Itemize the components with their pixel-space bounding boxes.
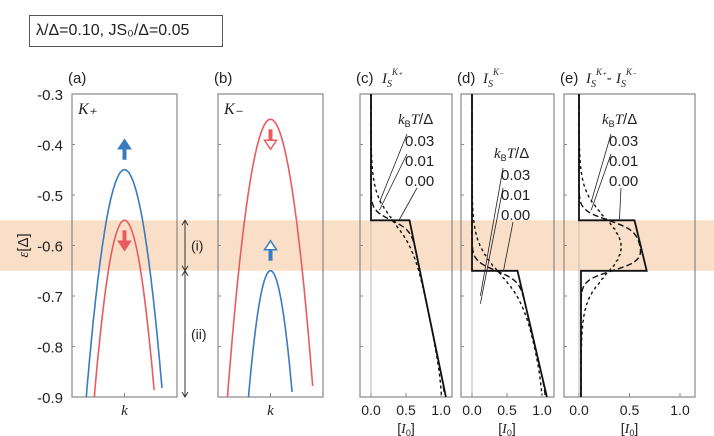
spin-up-arrow-icon [263,239,278,251]
panel-label: (a) [68,70,86,87]
x-tick-label: 1.0 [431,402,451,418]
valley-label: K₊ [77,101,98,118]
band-curve-spin-up [85,169,163,398]
y-tick-label: -0.3 [37,87,63,104]
curve-T-0.01 [471,94,546,396]
x-tick-label: 1.0 [670,402,690,418]
spin-up-arrow-icon [117,138,132,150]
x-tick-label: 1.0 [532,402,552,418]
curve-T-0.01 [370,94,445,396]
legend-leader-line [480,167,504,296]
panel-label: (d) [457,70,475,87]
y-tick-label: -0.6 [37,239,63,256]
panel-label: (b) [214,70,232,87]
region-label: (ii) [191,326,207,342]
region-i-highlight [0,220,714,271]
y-axis-label: ε[Δ] [15,233,32,257]
x-tick-label: 0.5 [620,402,640,418]
x-tick-label: 0.0 [569,402,589,418]
legend-entry: 0.01 [609,153,638,170]
legend-title: kBT/Δ [494,145,529,163]
x-axis-label: [I0] [498,420,515,436]
curve-T-0.01 [578,94,642,395]
legend-title: kBT/Δ [602,111,637,129]
legend-entry: 0.00 [609,173,638,190]
legend-entry: 0.01 [405,153,434,170]
spin-down-arrow-icon [263,139,278,151]
x-axis-label: [I0] [397,420,414,436]
x-axis-label: k [267,403,274,419]
y-tick-label: -0.4 [37,138,63,155]
y-tick-label: -0.7 [37,289,63,306]
x-tick-label: 0.0 [462,402,482,418]
legend-leader-line [379,153,408,211]
spin-down-arrow-icon [117,240,132,252]
legend-leader-line [379,133,408,203]
band-curve-spin-down [93,219,155,398]
legend-entry: 0.01 [501,187,530,204]
legend-leader-line [503,221,514,271]
legend-entry: 0.03 [501,167,530,184]
legend-leader-line [619,187,622,221]
x-tick-label: 0.0 [361,402,381,418]
bracket-arrowheads [181,269,189,398]
legend-title: kBT/Δ [398,111,433,129]
legend-leader-line [590,133,612,203]
legend-entry: 0.00 [501,207,530,224]
panel-label: (c) [356,70,374,87]
y-tick-label: -0.5 [37,188,63,205]
y-tick-label: -0.9 [37,390,63,407]
legend-leader-line [590,153,612,211]
legend-entry: 0.03 [609,133,638,150]
panel-title: ISK₊ [381,67,403,90]
panel-title: ISK₋ [482,67,504,90]
x-axis-label: [I0] [621,420,638,436]
y-tick-label: -0.8 [37,340,63,357]
band-curve-spin-down [226,118,314,398]
x-tick-label: 0.5 [396,402,416,418]
band-curve-spin-up [247,270,293,398]
region-label: (i) [191,238,203,254]
legend-entry: 0.00 [405,173,434,190]
legend-leader-line [398,187,418,221]
legend-entry: 0.03 [405,133,434,150]
panel-label: (e) [560,70,578,87]
panel-title: ISK₊- ISK₋ [585,67,637,90]
x-axis-label: k [121,403,128,419]
parameter-box: λ/Δ=0.10, JS₀/Δ=0.05 [29,15,223,47]
curve-T-0.00 [578,94,648,397]
x-tick-label: 0.5 [497,402,517,418]
legend-leader-line [480,187,504,304]
valley-label: K₋ [223,101,244,118]
